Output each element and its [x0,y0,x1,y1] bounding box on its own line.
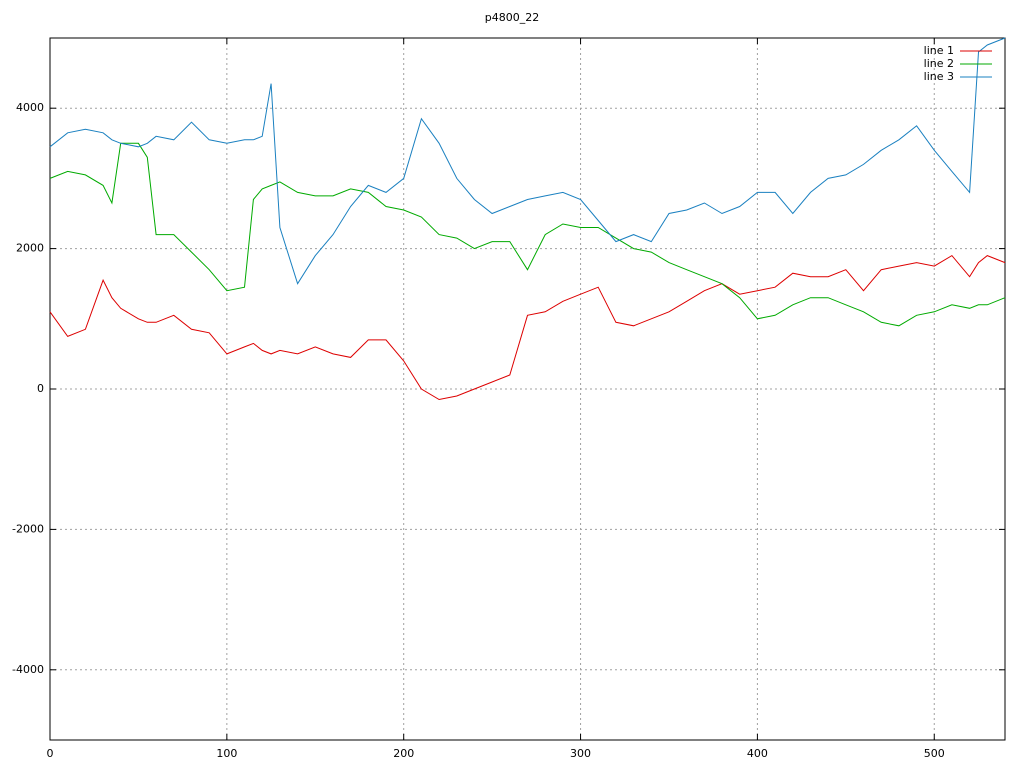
y-tick-label: 0 [37,382,44,395]
plot-border [49,37,1006,741]
x-tick-label: 500 [924,747,945,760]
series-line [49,142,1006,327]
x-tick-label: 300 [570,747,591,760]
legend-label: line 3 [924,70,954,83]
y-tick-label: 2000 [16,242,44,255]
x-tick-label: 0 [47,747,54,760]
y-tick-label: -4000 [12,663,44,676]
y-tick-label: 4000 [16,101,44,114]
x-tick-label: 100 [216,747,237,760]
x-tick-label: 400 [747,747,768,760]
legend-label: line 2 [924,57,954,70]
y-tick-label: -2000 [12,522,44,535]
legend-label: line 1 [924,44,954,57]
series-line [49,37,1006,285]
x-tick-label: 200 [393,747,414,760]
series-line [49,254,1006,401]
chart-title: p4800_22 [485,11,539,24]
